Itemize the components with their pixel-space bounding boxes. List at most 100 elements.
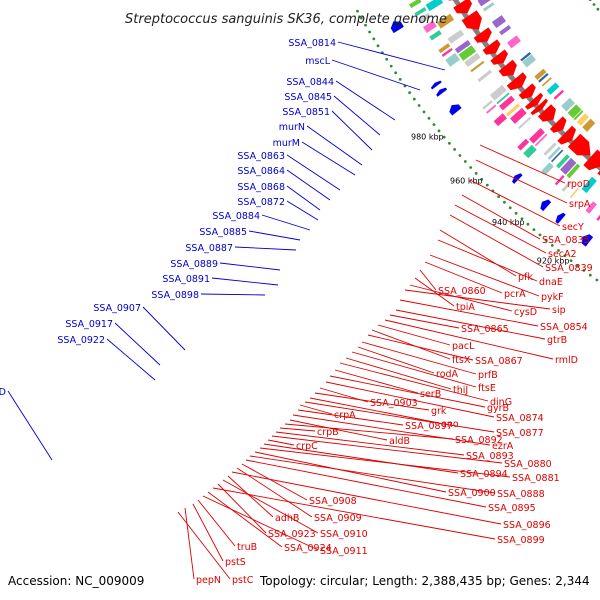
gene-arrow xyxy=(453,0,473,14)
gene-label: rodA xyxy=(436,369,459,380)
gc-dot xyxy=(469,166,473,169)
cog-block xyxy=(585,201,597,214)
cog-block xyxy=(458,45,477,61)
gene-label: SSA_0888 xyxy=(497,489,545,500)
label-leader-line xyxy=(306,125,363,166)
gene-arrow xyxy=(549,116,567,133)
label-leader-line xyxy=(231,471,502,525)
gene-label: SSA_0881 xyxy=(512,473,560,484)
gc-dot xyxy=(398,78,402,81)
label-leader-line xyxy=(414,277,455,307)
label-leader-line xyxy=(437,239,538,282)
gene-label: SSA_0907 xyxy=(93,303,141,314)
label-leader-line xyxy=(299,404,333,415)
gc-dot xyxy=(588,273,592,277)
label-leader-line xyxy=(361,341,477,375)
cog-block xyxy=(517,138,530,151)
cog-block xyxy=(560,157,577,175)
reverse-gene-arrow xyxy=(555,212,566,224)
gene-label: SSA_0884 xyxy=(212,211,260,222)
gene-label: SSA_0922 xyxy=(57,335,105,346)
cog-block xyxy=(429,30,442,41)
gene-label: SSA_0911 xyxy=(320,546,368,557)
gene-label: SSA_0894 xyxy=(460,469,508,480)
label-leader-line xyxy=(227,475,274,518)
gene-arrow xyxy=(473,27,492,43)
gene-label: deaD xyxy=(0,387,6,398)
gc-dot xyxy=(532,228,536,232)
gene-label: ftsE xyxy=(478,383,496,394)
topology-summary: Topology: circular; Length: 2,388,435 bp… xyxy=(259,574,590,588)
gene-label: SSA_0896 xyxy=(503,520,551,531)
label-leader-line xyxy=(212,487,496,540)
cog-block xyxy=(582,118,596,132)
cog-block xyxy=(510,107,527,124)
gene-label: prfB xyxy=(478,370,498,381)
gene-label: SSA_0863 xyxy=(237,151,285,162)
gene-label: murM xyxy=(273,138,300,149)
gene-label: SSA_0864 xyxy=(237,166,285,177)
gene-arrow xyxy=(530,98,548,116)
gc-dot xyxy=(458,154,462,157)
gene-arrow xyxy=(537,104,556,122)
gc-dot xyxy=(538,233,542,237)
gc-dot xyxy=(422,110,426,114)
gc-dot xyxy=(437,129,441,133)
cog-block xyxy=(547,146,561,160)
label-leader-line xyxy=(337,41,446,71)
gene-label: pykF xyxy=(541,292,564,303)
gc-dot xyxy=(463,160,467,163)
label-leader-line xyxy=(142,306,186,351)
gene-label: srpA xyxy=(569,199,591,210)
label-leader-line xyxy=(184,507,195,580)
cog-block xyxy=(567,104,582,119)
label-leader-line xyxy=(292,414,491,446)
label-leader-line xyxy=(286,200,319,221)
gc-dot xyxy=(576,264,579,267)
cog-block xyxy=(553,89,564,100)
label-leader-line xyxy=(404,289,551,310)
gene-arrow xyxy=(482,39,501,55)
gene-label: mscL xyxy=(305,56,330,67)
gene-label: SSA_0877 xyxy=(496,428,544,439)
cog-block xyxy=(425,0,444,12)
label-leader-line xyxy=(106,338,156,381)
cog-block xyxy=(489,84,507,101)
label-leader-line xyxy=(309,397,440,424)
gc-dot xyxy=(412,97,416,101)
cog-block xyxy=(566,163,581,179)
cog-block xyxy=(464,52,481,68)
label-leader-line xyxy=(7,390,53,461)
label-leader-line xyxy=(284,423,454,440)
cog-block xyxy=(561,180,572,192)
gene-label: pfk xyxy=(518,272,533,283)
label-leader-line xyxy=(222,479,319,534)
reverse-gene-arrow xyxy=(581,234,594,247)
gene-label: SSA_0923 xyxy=(268,529,316,540)
accession-text: Accession: NC_009009 xyxy=(8,574,144,588)
cog-block xyxy=(477,69,492,83)
gc-dot xyxy=(408,91,411,94)
gene-arrow xyxy=(448,0,456,1)
gene-label: SSA_0851 xyxy=(282,107,330,118)
cog-block xyxy=(581,176,597,194)
label-leader-line xyxy=(335,80,396,121)
gene-label: pstS xyxy=(225,557,246,568)
gc-dot xyxy=(503,200,506,204)
gene-label: tpiA xyxy=(456,302,475,313)
gene-label: truB xyxy=(237,542,257,553)
gene-label: SSA_0910 xyxy=(320,529,368,540)
cog-block xyxy=(454,40,471,54)
gene-label: dnaE xyxy=(539,277,563,288)
label-leader-line xyxy=(479,144,566,184)
cog-block xyxy=(482,2,495,12)
gene-label: secA2 xyxy=(548,249,577,260)
gene-label: SSA_0903 xyxy=(370,398,418,409)
gene-label: pstC xyxy=(232,575,254,586)
gc-dot xyxy=(520,217,524,221)
gc-dot xyxy=(376,44,380,48)
label-leader-line xyxy=(461,194,541,240)
gc-dot xyxy=(544,238,548,242)
gene-label: SSA_0891 xyxy=(162,274,210,285)
